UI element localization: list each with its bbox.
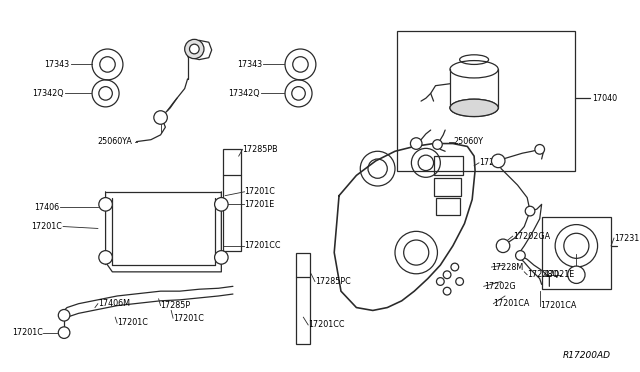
Circle shape [214,198,228,211]
Text: 17201E: 17201E [244,200,275,209]
Circle shape [185,39,204,59]
Text: 17406: 17406 [34,203,60,212]
Bar [433,156,463,175]
Text: 17040: 17040 [592,94,617,103]
Text: 17228Q: 17228Q [527,270,559,279]
Text: 17201C: 17201C [244,187,275,196]
Circle shape [58,327,70,339]
Circle shape [58,310,70,321]
Text: 17202G: 17202G [484,282,515,291]
Text: 17201CC: 17201CC [308,320,345,330]
Circle shape [444,271,451,279]
Circle shape [189,44,199,54]
Bar [223,149,241,251]
Text: 17201: 17201 [479,158,504,167]
Circle shape [525,206,535,216]
Text: 17202GA: 17202GA [513,232,550,241]
Text: 17201CA: 17201CA [493,299,530,308]
Text: 17201C: 17201C [12,328,43,337]
Text: 17285PB: 17285PB [243,145,278,154]
Text: 17201C: 17201C [31,222,62,231]
Text: 17231: 17231 [614,234,639,243]
Circle shape [99,251,113,264]
Circle shape [492,154,505,168]
Circle shape [436,278,444,285]
Circle shape [516,251,525,260]
Text: 25060Y: 25060Y [453,137,483,146]
Bar [433,178,461,196]
Text: 17228M: 17228M [492,263,524,272]
Text: 17201CA: 17201CA [540,301,576,310]
Circle shape [451,263,459,271]
Bar [397,31,575,171]
Text: 17406M: 17406M [98,299,130,308]
Text: 17343: 17343 [237,60,262,69]
Circle shape [154,111,167,124]
Ellipse shape [450,99,498,116]
Text: 17285PC: 17285PC [315,277,351,286]
Text: 17343: 17343 [44,60,69,69]
Circle shape [496,239,510,253]
Text: 25060YA: 25060YA [98,137,132,146]
Text: 17342Q: 17342Q [228,89,260,98]
Circle shape [99,198,113,211]
Circle shape [456,278,463,285]
Text: 17285P: 17285P [161,301,191,310]
Text: 17201C: 17201C [173,314,204,323]
Circle shape [433,140,442,149]
Text: 17201CC: 17201CC [244,241,281,250]
Bar [296,253,310,344]
Circle shape [214,251,228,264]
Text: 17201C: 17201C [117,318,148,327]
Circle shape [535,144,545,154]
Circle shape [444,287,451,295]
Text: 17342Q: 17342Q [33,89,64,98]
Bar [435,198,460,215]
Text: R17200AD: R17200AD [563,351,611,360]
Circle shape [568,266,585,283]
Text: 17021E: 17021E [545,270,575,279]
Bar [541,217,611,289]
Circle shape [410,138,422,149]
